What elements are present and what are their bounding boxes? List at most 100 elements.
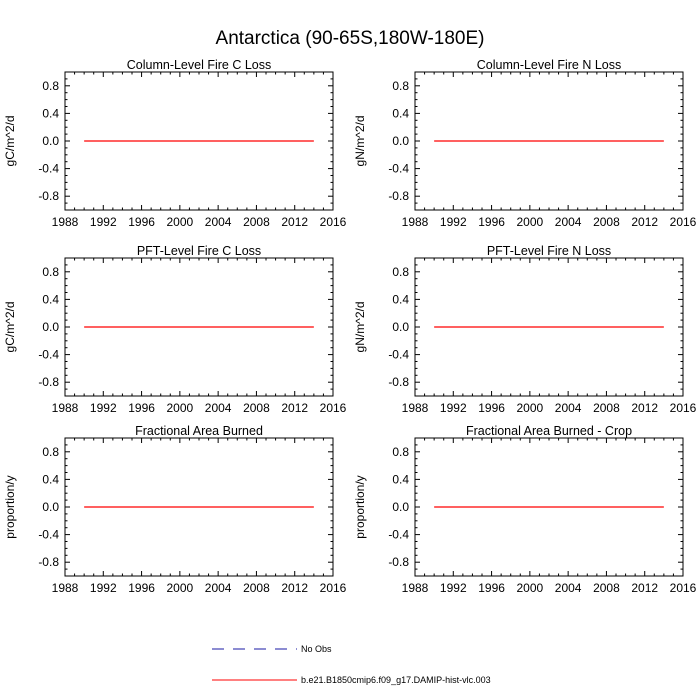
y-axis-label: gN/m^2/d: [353, 302, 367, 353]
x-tick-label: 1996: [478, 215, 505, 229]
y-axis-label: proportion/y: [353, 475, 367, 538]
x-tick-label: 1996: [128, 215, 155, 229]
x-tick-label: 1996: [478, 401, 505, 415]
y-tick-label: 0.0: [42, 320, 59, 334]
y-tick-label: -0.4: [388, 528, 409, 542]
y-tick-label: 0.0: [392, 320, 409, 334]
x-tick-label: 1992: [90, 215, 117, 229]
x-tick-label: 2016: [670, 401, 697, 415]
x-tick-label: 2012: [631, 215, 658, 229]
x-tick-label: 2012: [631, 581, 658, 595]
legend-label-no-obs: No Obs: [301, 644, 332, 654]
y-tick-label: 0.8: [42, 79, 59, 93]
y-tick-label: 0.8: [42, 445, 59, 459]
y-tick-label: 0.8: [392, 265, 409, 279]
y-tick-label: -0.4: [38, 528, 59, 542]
y-tick-label: 0.0: [42, 134, 59, 148]
y-tick-label: -0.8: [38, 375, 59, 389]
panel-title: PFT-Level Fire C Loss: [137, 244, 261, 258]
x-tick-label: 2016: [670, 581, 697, 595]
x-tick-label: 2012: [281, 401, 308, 415]
x-tick-label: 2000: [517, 401, 544, 415]
x-tick-label: 2004: [555, 581, 582, 595]
x-tick-label: 2000: [167, 401, 194, 415]
y-tick-label: 0.0: [392, 500, 409, 514]
x-tick-label: 1988: [52, 581, 79, 595]
x-tick-label: 1992: [440, 581, 467, 595]
y-tick-label: 0.0: [392, 134, 409, 148]
panel-fractional-area-burned: Fractional Area Burned 1988 1992 1996 2000 20…: [3, 424, 347, 595]
x-tick-label: 2000: [517, 215, 544, 229]
y-tick-label: -0.8: [38, 189, 59, 203]
y-tick-label: -0.8: [38, 555, 59, 569]
x-tick-label: 2012: [281, 581, 308, 595]
panel-pft-level-fire-n-loss: PFT-Level Fire N Loss 1988 1992 1996 2000 200…: [353, 244, 697, 415]
x-tick-label: 2008: [243, 581, 270, 595]
x-tick-label: 1988: [402, 215, 429, 229]
y-tick-label: -0.4: [38, 162, 59, 176]
x-tick-label: 1988: [402, 401, 429, 415]
legend-label-run: b.e21.B1850cmip6.f09_g17.DAMIP-hist-vlc.…: [301, 675, 491, 685]
figure-title: Antarctica (90-65S,180W-180E): [216, 28, 485, 49]
x-tick-label: 1988: [52, 401, 79, 415]
x-tick-label: 2016: [670, 215, 697, 229]
y-axis-label: gC/m^2/d: [3, 116, 17, 167]
x-tick-label: 2004: [205, 581, 232, 595]
panel-fractional-area-burned-crop: Fractional Area Burned - Crop 1988 1992 199…: [353, 424, 697, 595]
x-tick-label: 2008: [243, 401, 270, 415]
panels: Column-Level Fire C Loss 1988 1992 1996 2000…: [3, 58, 697, 595]
panel-column-level-fire-n-loss: Column-Level Fire N Loss 1988 1992 1996 2000…: [353, 58, 697, 229]
x-tick-label: 2012: [631, 401, 658, 415]
x-tick-label: 2004: [555, 401, 582, 415]
x-tick-label: 2000: [167, 581, 194, 595]
x-tick-label: 1996: [128, 401, 155, 415]
panel-title: Fractional Area Burned: [135, 424, 263, 438]
x-tick-label: 2008: [593, 215, 620, 229]
x-tick-label: 1992: [90, 581, 117, 595]
x-tick-label: 2000: [167, 215, 194, 229]
x-tick-label: 2008: [593, 581, 620, 595]
x-tick-label: 2016: [320, 215, 347, 229]
panel-title: PFT-Level Fire N Loss: [487, 244, 611, 258]
x-tick-label: 2000: [517, 581, 544, 595]
y-tick-label: -0.4: [38, 348, 59, 362]
x-tick-label: 2004: [205, 401, 232, 415]
x-tick-label: 1996: [128, 581, 155, 595]
y-tick-label: 0.0: [42, 500, 59, 514]
panel-title: Column-Level Fire C Loss: [127, 58, 272, 72]
y-tick-label: 0.4: [392, 472, 409, 486]
y-tick-label: 0.4: [42, 472, 59, 486]
y-tick-label: -0.8: [388, 555, 409, 569]
x-tick-label: 1992: [440, 401, 467, 415]
y-tick-label: 0.8: [392, 79, 409, 93]
y-axis-label: gC/m^2/d: [3, 302, 17, 353]
y-tick-label: -0.4: [388, 162, 409, 176]
x-tick-label: 2008: [593, 401, 620, 415]
panel-title: Column-Level Fire N Loss: [477, 58, 622, 72]
legend: No Obs b.e21.B1850cmip6.f09_g17.DAMIP-hi…: [212, 644, 491, 685]
y-tick-label: 0.4: [392, 106, 409, 120]
x-tick-label: 2012: [281, 215, 308, 229]
x-tick-label: 2008: [243, 215, 270, 229]
x-tick-label: 2004: [205, 215, 232, 229]
x-tick-label: 1988: [52, 215, 79, 229]
y-tick-label: -0.4: [388, 348, 409, 362]
x-tick-label: 1992: [90, 401, 117, 415]
y-axis-label: gN/m^2/d: [353, 116, 367, 167]
y-tick-label: 0.4: [42, 292, 59, 306]
y-tick-label: -0.8: [388, 375, 409, 389]
y-tick-label: -0.8: [388, 189, 409, 203]
x-tick-label: 1992: [440, 215, 467, 229]
panel-column-level-fire-c-loss: Column-Level Fire C Loss 1988 1992 1996 2000…: [3, 58, 347, 229]
x-tick-label: 2004: [555, 215, 582, 229]
panel-pft-level-fire-c-loss: PFT-Level Fire C Loss 1988 1992 1996 2000 200…: [3, 244, 347, 415]
x-tick-label: 2016: [320, 581, 347, 595]
y-tick-label: 0.4: [392, 292, 409, 306]
x-tick-label: 2016: [320, 401, 347, 415]
y-tick-label: 0.8: [42, 265, 59, 279]
x-tick-label: 1996: [478, 581, 505, 595]
x-tick-label: 1988: [402, 581, 429, 595]
panel-title: Fractional Area Burned - Crop: [466, 424, 632, 438]
